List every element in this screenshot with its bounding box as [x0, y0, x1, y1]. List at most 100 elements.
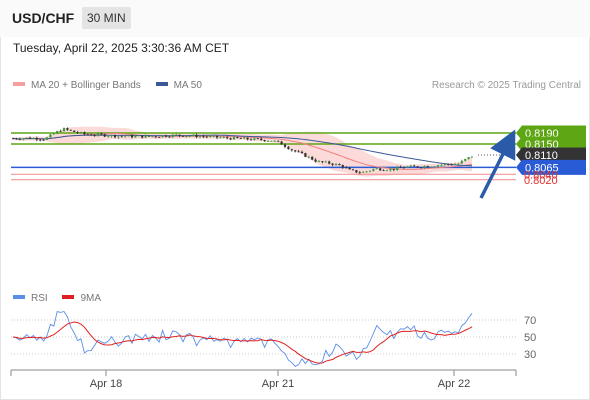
candle-body — [148, 136, 150, 137]
candle-body — [257, 138, 259, 139]
candle-body — [284, 145, 286, 147]
candle-body — [26, 138, 28, 139]
candle-body — [12, 138, 14, 139]
candle-body — [97, 134, 99, 136]
candle-body — [260, 139, 262, 140]
candle-body — [53, 134, 55, 135]
candle-body — [162, 136, 164, 138]
candle-body — [253, 138, 255, 140]
candle-body — [413, 166, 415, 167]
candle-body — [264, 140, 266, 141]
candle-body — [345, 167, 347, 168]
candle-body — [410, 166, 412, 167]
candle-body — [131, 135, 133, 137]
candle-body — [49, 134, 51, 137]
candle-body — [304, 153, 306, 157]
candle-body — [206, 137, 208, 138]
candle-body — [342, 165, 344, 167]
candle-body — [138, 136, 140, 137]
candle-body — [400, 167, 402, 168]
candle-body — [165, 136, 167, 137]
time-label-2: Apr 22 — [438, 378, 470, 390]
candle-body — [393, 169, 395, 170]
candle-body — [291, 149, 293, 150]
candle-body — [430, 167, 432, 168]
candle-body — [325, 161, 327, 162]
candle-body — [236, 137, 238, 138]
candle-body — [240, 138, 242, 139]
candle-body — [417, 166, 419, 167]
candle-body — [434, 166, 436, 167]
candle-body — [60, 131, 62, 132]
time-label-1: Apr 21 — [262, 378, 294, 390]
candle-body — [369, 171, 371, 172]
candle-body — [403, 168, 405, 169]
candle-body — [362, 172, 364, 173]
candle-body — [104, 134, 106, 136]
candle-body — [437, 165, 439, 166]
candle-body — [192, 135, 194, 136]
candle-body — [294, 150, 296, 151]
candle-body — [352, 169, 354, 170]
rsi-tick-30: 30 — [524, 349, 536, 361]
candle-body — [250, 139, 252, 140]
candle-body — [77, 132, 79, 133]
candle-body — [406, 167, 408, 168]
candle-body — [454, 164, 456, 165]
candle-body — [43, 140, 45, 141]
candle-body — [328, 161, 330, 163]
candle-body — [202, 136, 204, 137]
candle-body — [468, 157, 470, 159]
candle-body — [80, 132, 82, 133]
candle-body — [87, 134, 89, 135]
candle-body — [274, 141, 276, 142]
candle-body — [420, 167, 422, 168]
candle-body — [19, 139, 21, 140]
candle-body — [189, 136, 191, 137]
candle-body — [155, 136, 157, 137]
candle-body — [114, 135, 116, 137]
candle-body — [111, 135, 113, 136]
candle-body — [134, 136, 136, 137]
candle-body — [172, 135, 174, 137]
candle-body — [216, 136, 218, 138]
candle-body — [281, 142, 283, 145]
candle-body — [226, 137, 228, 138]
candle-body — [366, 171, 368, 172]
candle-body — [315, 160, 317, 162]
candle-body — [321, 161, 323, 162]
candle-body — [179, 135, 181, 136]
forecast-arrow — [481, 142, 509, 198]
candle-body — [83, 132, 85, 134]
candle-body — [70, 130, 72, 131]
candle-body — [117, 136, 119, 137]
candle-body — [318, 161, 320, 162]
candle-body — [66, 128, 68, 130]
candle-body — [311, 157, 313, 160]
candle-body — [145, 136, 147, 138]
candle-body — [15, 138, 17, 139]
candle-body — [107, 136, 109, 137]
candle-body — [386, 170, 388, 171]
rsi-tick-50: 50 — [524, 332, 536, 344]
candle-body — [359, 172, 361, 173]
candle-body — [464, 159, 466, 161]
candle-body — [247, 138, 249, 140]
candle-body — [376, 168, 378, 169]
candle-body — [29, 138, 31, 139]
candle-body — [267, 141, 269, 142]
candle-body — [22, 138, 24, 139]
candle-body — [121, 136, 123, 137]
candle-body — [332, 164, 334, 165]
candle-body — [175, 135, 177, 136]
candle-body — [182, 136, 184, 137]
level-0-8020-label: 0.8020 — [524, 175, 558, 187]
candle-body — [349, 168, 351, 170]
candle-body — [379, 168, 381, 170]
candle-body — [427, 166, 429, 167]
candle-body — [63, 128, 65, 131]
candle-body — [223, 137, 225, 138]
candle-body — [298, 151, 300, 152]
candle-body — [389, 169, 391, 170]
